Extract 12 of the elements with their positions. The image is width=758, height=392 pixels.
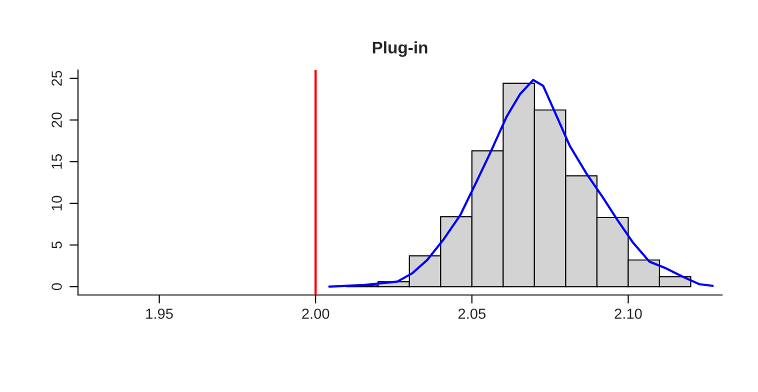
chart-title: Plug-in	[372, 41, 428, 57]
y-tick-label: 0	[52, 283, 62, 290]
x-tick-label: 1.95	[146, 308, 173, 319]
y-tick-label: 10	[52, 196, 62, 210]
x-tick-label: 2.10	[614, 308, 642, 319]
line-series	[328, 78, 714, 288]
y-tick-label: 15	[52, 154, 62, 169]
y-tick-label: 20	[52, 112, 62, 128]
x-tick-label: 2.05	[458, 308, 486, 319]
x-tick-label: 2.00	[302, 308, 330, 319]
y-tick-label: 5	[52, 242, 62, 248]
y-tick-label: 25	[52, 70, 62, 86]
